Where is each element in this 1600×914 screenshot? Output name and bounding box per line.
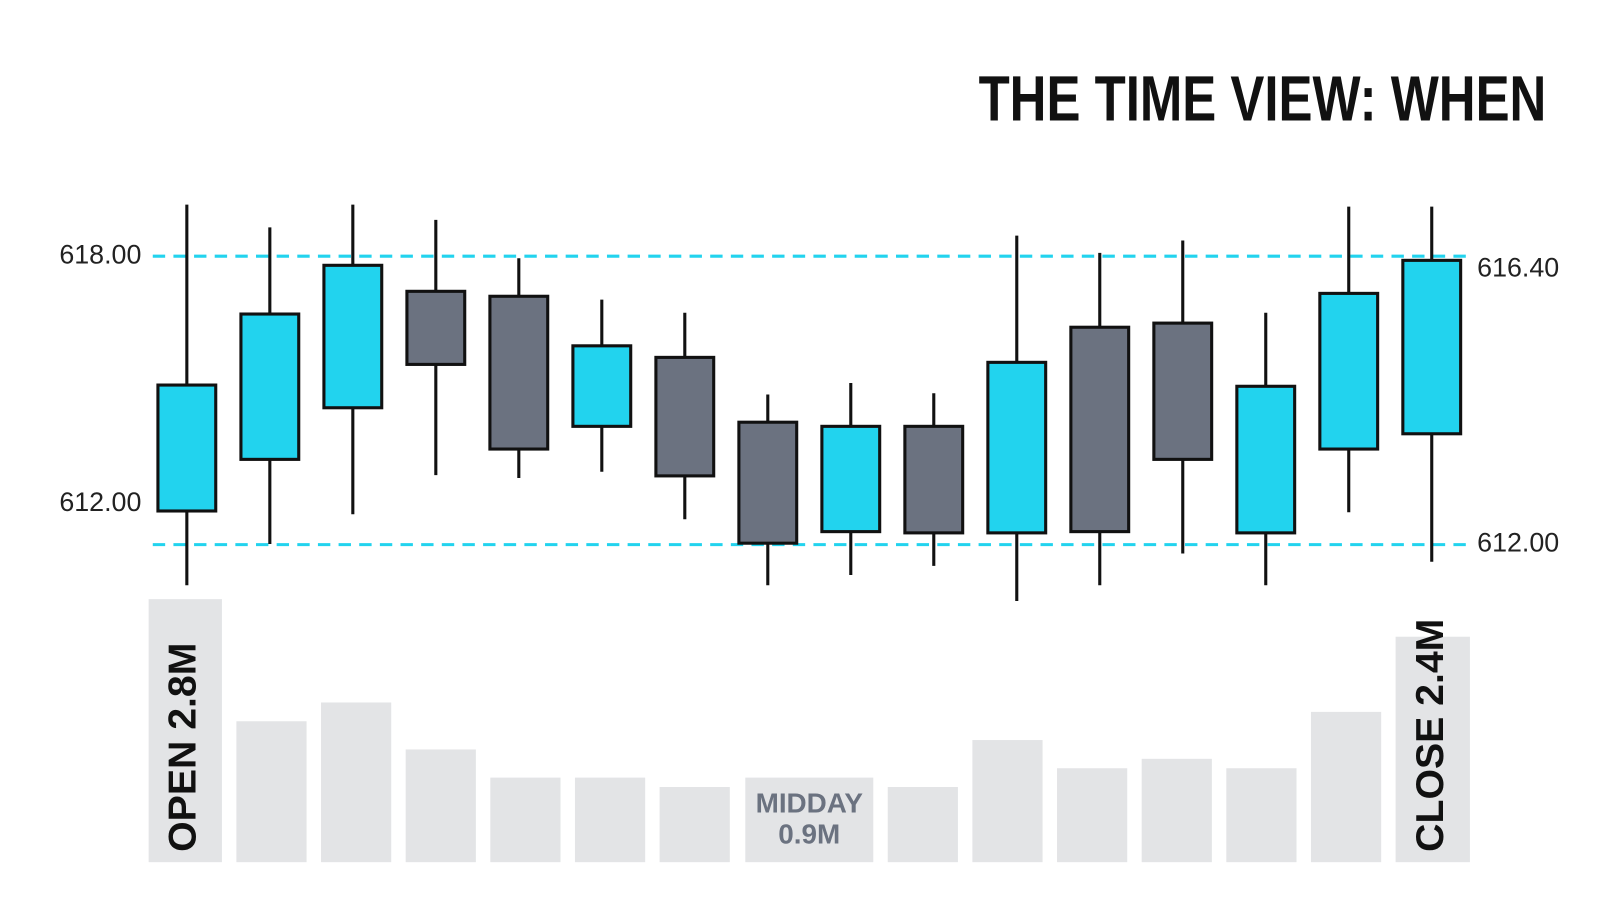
candle-body	[820, 424, 882, 534]
candle-body	[1235, 384, 1297, 535]
value-label: OPEN 2.8M	[161, 643, 205, 852]
volume-bar	[321, 702, 392, 863]
candle-body	[986, 360, 1048, 535]
value-label: MIDDAY 0.9M	[755, 787, 863, 850]
y-tick-label: 618.00	[59, 239, 141, 269]
volume-bar	[148, 599, 222, 863]
value-label: CLOSE 2.4M	[1408, 619, 1452, 852]
candle-body	[654, 355, 716, 478]
volume-bar	[574, 777, 646, 863]
candle-body	[322, 263, 384, 410]
candle-body	[239, 312, 301, 461]
value-label-box: MIDDAY 0.9M	[755, 787, 863, 850]
candle-body	[1401, 258, 1463, 436]
candle-body	[1069, 325, 1131, 534]
candle-body	[1152, 321, 1214, 461]
candle-body	[903, 424, 965, 535]
chart-title: THE TIME VIEW: WHEN	[979, 62, 1547, 134]
candle-body	[405, 289, 467, 366]
volume-bar	[1310, 711, 1382, 863]
volume-bar	[236, 721, 307, 863]
volume-bar	[1395, 636, 1470, 863]
candle-body	[156, 383, 218, 513]
y2-tick-label: 616.40	[1477, 252, 1559, 282]
y-tick-label: 612.00	[59, 487, 141, 517]
y2-tick-label: 612.00	[1477, 528, 1559, 558]
candle-body	[488, 294, 550, 451]
volume-bar	[1226, 768, 1297, 863]
volume-bar	[1141, 758, 1212, 863]
volume-bar	[1057, 768, 1128, 863]
volume-bar	[405, 749, 476, 863]
candle-body	[571, 344, 633, 428]
volume-bar	[745, 777, 874, 863]
volume-bar	[972, 740, 1043, 863]
volume-bar	[659, 787, 730, 863]
candle-body	[737, 420, 799, 545]
volume-bar	[490, 777, 561, 863]
volume-bar	[887, 787, 958, 863]
candle-body	[1318, 291, 1380, 451]
